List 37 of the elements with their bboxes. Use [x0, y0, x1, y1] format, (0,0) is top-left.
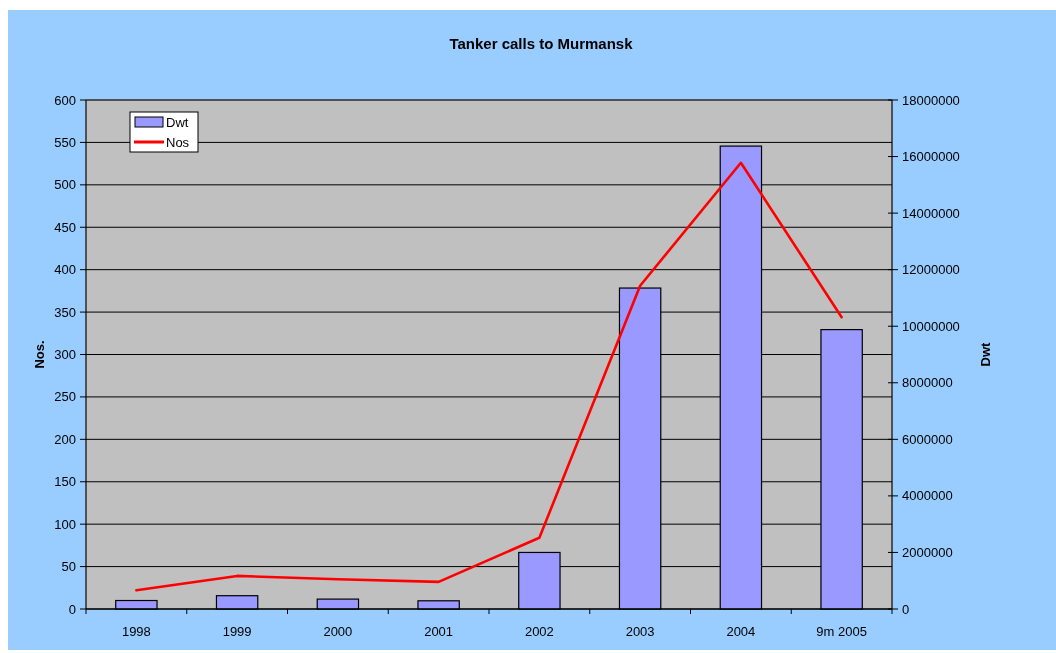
y-tick-label: 100 — [54, 516, 76, 532]
y-tick-label: 600 — [54, 92, 76, 108]
y-tick-label: 350 — [54, 304, 76, 320]
x-tick-label: 2004 — [726, 624, 756, 639]
y2-tick-label: 12000000 — [902, 262, 960, 278]
y-tick-label: 550 — [54, 134, 76, 150]
x-tick-label: 2002 — [524, 624, 554, 639]
y-axis-title: Nos. — [32, 340, 47, 369]
x-tick-label: 2003 — [625, 624, 655, 639]
y2-tick-label: 16000000 — [902, 149, 960, 165]
y2-tick-label: 14000000 — [902, 205, 960, 221]
y2-tick-label: 0 — [902, 601, 910, 617]
y-tick-label: 0 — [68, 601, 76, 617]
y-tick-label: 400 — [54, 262, 76, 278]
x-tick-label: 2000 — [323, 624, 353, 639]
y-tick-label: 150 — [54, 474, 76, 490]
chart-title: Tanker calls to Murmansk — [449, 35, 634, 52]
y-tick-label: 200 — [54, 431, 76, 447]
y-tick-label: 500 — [54, 177, 76, 193]
y2-tick-label: 10000000 — [902, 318, 960, 334]
y-tick-label: 450 — [54, 219, 76, 235]
x-tick-label: 2001 — [424, 624, 454, 639]
legend-label: Dwt — [166, 114, 189, 130]
y2-tick-label: 2000000 — [902, 544, 953, 560]
x-tick-label: 1998 — [121, 624, 151, 639]
y2-axis-title: Dwt — [978, 341, 993, 367]
y-tick-label: 300 — [54, 347, 76, 363]
y2-tick-label: 4000000 — [902, 488, 953, 504]
legend-label: Nos — [166, 134, 190, 150]
y2-tick-label: 6000000 — [902, 431, 953, 447]
y2-tick-label: 8000000 — [902, 375, 953, 391]
y2-tick-label: 18000000 — [902, 92, 960, 108]
x-tick-label: 1999 — [222, 624, 252, 639]
y-tick-label: 250 — [54, 389, 76, 405]
line-series — [135, 161, 843, 592]
x-tick-label: 9m 2005 — [816, 624, 867, 639]
y-tick-label: 50 — [61, 559, 76, 575]
